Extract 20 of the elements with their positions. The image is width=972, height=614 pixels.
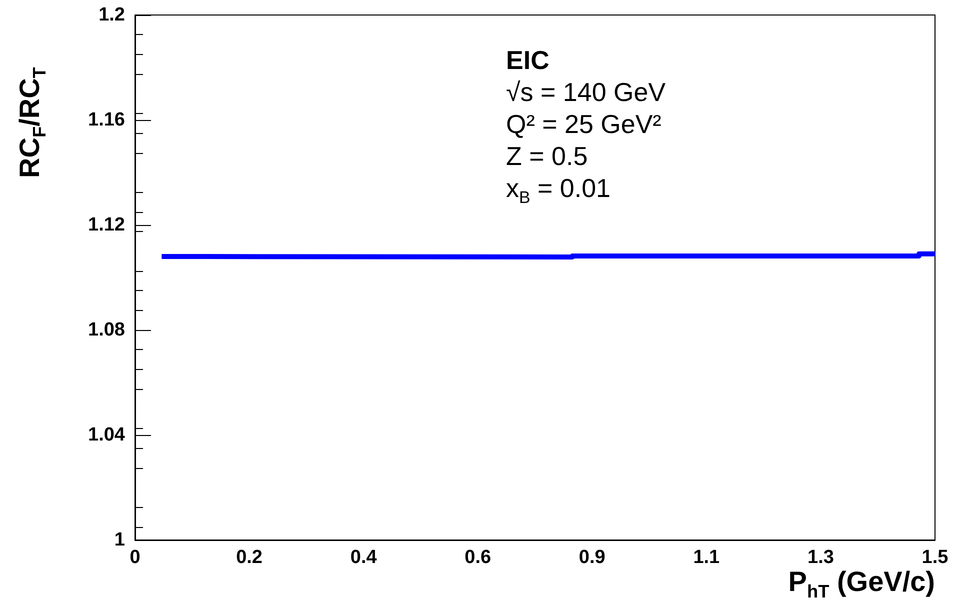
x-tick-label: 0.2 <box>236 547 263 568</box>
x-tick-label: 0.4 <box>350 547 378 568</box>
x-axis-title: P$_{hT}$ (GeV/c) <box>788 566 935 602</box>
x-tick-label: 1.5 <box>922 547 949 568</box>
x-tick-label: 1.1 <box>693 547 720 568</box>
y-tick-label: 1.16 <box>88 110 125 130</box>
y-tick-label: 1.2 <box>98 4 125 26</box>
x-tick-label: 1.3 <box>807 547 834 568</box>
y-tick-label: 1 <box>114 530 126 550</box>
x-tick-label: 0.6 <box>464 547 492 568</box>
annotation: Q² = 25 GeV² <box>506 108 662 140</box>
y-tick-label: 1.04 <box>88 424 126 446</box>
y-tick-label: 1.12 <box>88 214 125 236</box>
annotation: √s = 140 GeV <box>506 76 666 108</box>
x-tick-label: 0.9 <box>578 547 606 568</box>
x-tick-label: 0 <box>130 547 140 568</box>
y-tick-label: 1.08 <box>88 320 125 340</box>
annotation: x$_{B}$ = 0.01 <box>506 172 612 208</box>
annotation: EIC <box>506 44 550 76</box>
annotation: Z = 0.5 <box>506 140 589 172</box>
